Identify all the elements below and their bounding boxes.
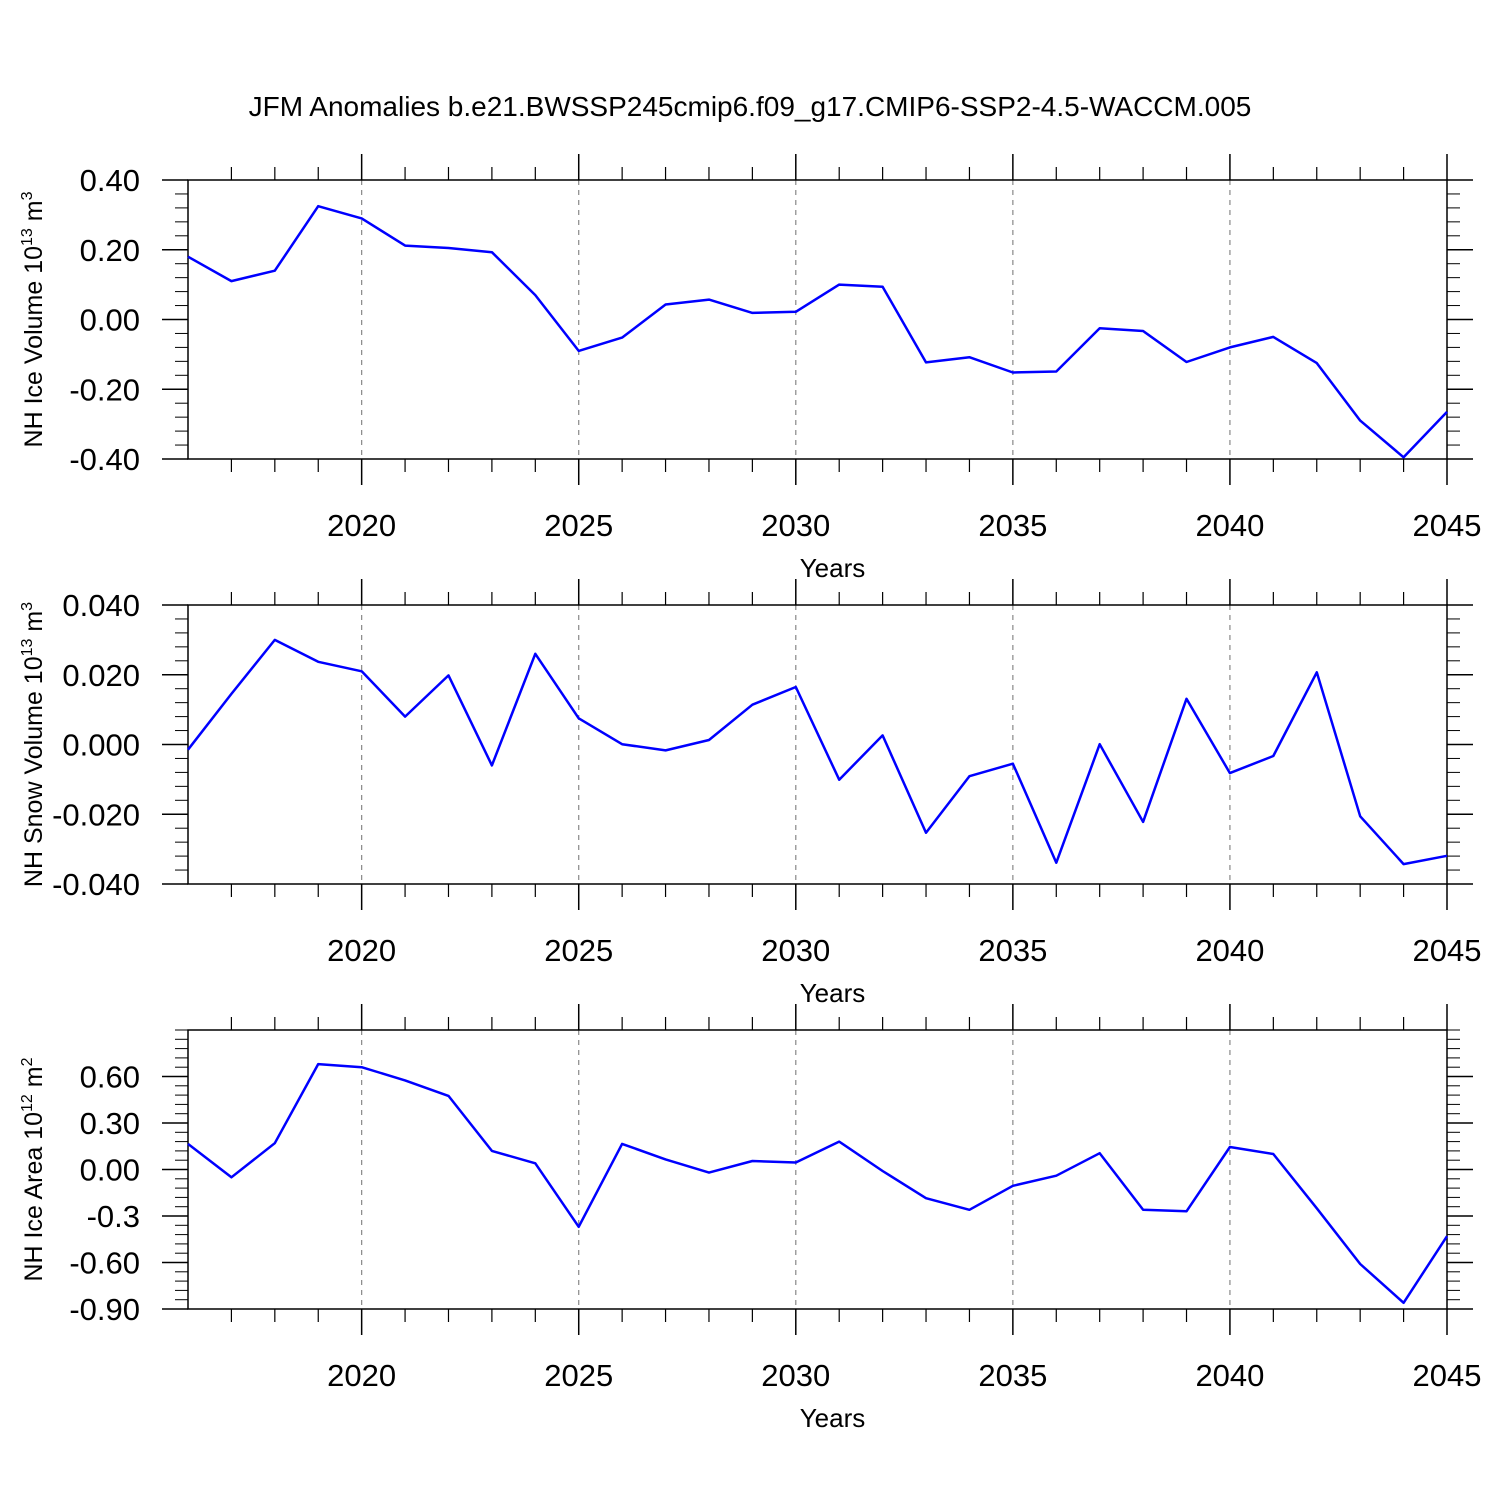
y-tick-label: 0.40 <box>80 163 140 198</box>
y-axis-title: NH Ice Area 1012 m2 <box>19 1057 48 1281</box>
plot-frame <box>187 179 1448 460</box>
series-line <box>187 638 1448 866</box>
y-axis-title: NH Ice Volume 1013 m3 <box>19 191 48 447</box>
series-line <box>187 1062 1449 1305</box>
x-tick-label: 2020 <box>327 1358 396 1393</box>
x-axis-title: Years <box>800 978 866 1008</box>
x-tick-label: 2025 <box>544 933 613 968</box>
y-tick-label: 0.30 <box>80 1106 140 1141</box>
panel-3: 2020 2025 2030 2035 2040 2045 0.60 0.30 0.00 -0.3… <box>19 1004 1481 1433</box>
y-tick-label: -0.60 <box>69 1246 140 1281</box>
series-line <box>187 204 1448 459</box>
x-tick-label: 2035 <box>978 508 1047 543</box>
panel-1: 2020 2025 2030 2035 2040 2045 0.40 0.20 0.00 -0.2… <box>19 154 1481 583</box>
y-tick-label: 0.040 <box>62 588 140 623</box>
x-tick-label: 2035 <box>978 1358 1047 1393</box>
x-tick-label: 2030 <box>761 933 830 968</box>
y-tick-label: -0.40 <box>69 442 140 477</box>
x-tick-label: 2040 <box>1195 933 1264 968</box>
x-tick-label: 2040 <box>1195 1358 1264 1393</box>
y-tick-label: -0.90 <box>69 1292 140 1327</box>
y-tick-label: -0.020 <box>52 797 140 832</box>
y-tick-label: 0.000 <box>62 728 140 763</box>
x-axis-title: Years <box>800 1403 866 1433</box>
y-tick-label: 0.20 <box>80 233 140 268</box>
y-tick-label: 0.60 <box>80 1060 140 1095</box>
x-tick-label: 2045 <box>1413 508 1482 543</box>
x-tick-label: 2020 <box>327 508 396 543</box>
x-tick-label: 2030 <box>761 1358 830 1393</box>
y-tick-label: -0.3 <box>87 1199 140 1234</box>
panel-2: 2020 2025 2030 2035 2040 2045 0.040 0.020 0.000 -… <box>19 579 1481 1008</box>
panels: 2020 2025 2030 2035 2040 2045 0.40 0.20 0.00 -0.2… <box>19 154 1481 1433</box>
x-tick-label: 2020 <box>327 933 396 968</box>
x-tick-label: 2035 <box>978 933 1047 968</box>
y-tick-label: 0.00 <box>80 1153 140 1188</box>
x-tick-label: 2030 <box>761 508 830 543</box>
x-tick-label: 2040 <box>1195 508 1264 543</box>
figure-title: JFM Anomalies b.e21.BWSSP245cmip6.f09_g1… <box>249 91 1252 122</box>
plot-frame <box>187 1029 1448 1310</box>
y-tick-label: 0.00 <box>80 303 140 338</box>
y-tick-label: -0.040 <box>52 867 140 902</box>
x-tick-label: 2025 <box>544 1358 613 1393</box>
plot-frame <box>187 604 1448 885</box>
x-tick-label: 2045 <box>1413 1358 1482 1393</box>
x-axis-title: Years <box>800 553 866 583</box>
y-axis-title: NH Snow Volume 1013 m3 <box>19 602 48 887</box>
y-tick-label: -0.20 <box>69 372 140 407</box>
y-tick-label: 0.020 <box>62 658 140 693</box>
x-tick-label: 2045 <box>1413 933 1482 968</box>
x-tick-label: 2025 <box>544 508 613 543</box>
